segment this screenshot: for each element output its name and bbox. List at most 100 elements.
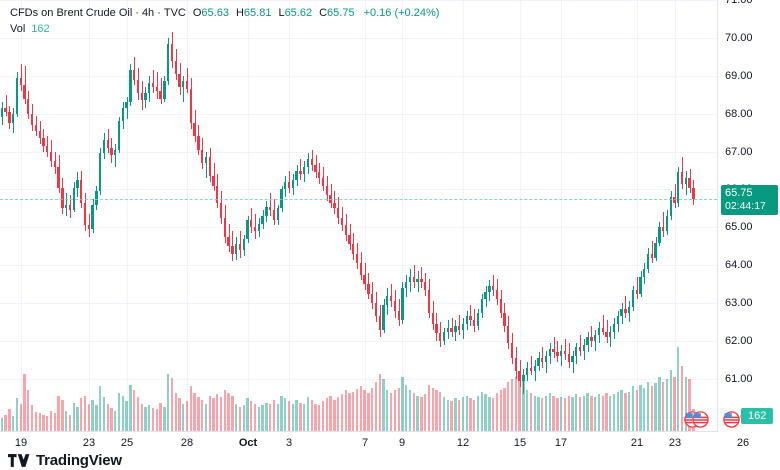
current-price-badge: 65.75 02:44:17	[721, 184, 778, 215]
candle-body	[344, 225, 347, 235]
volume-label: Vol	[10, 23, 26, 35]
candle-body	[227, 236, 230, 247]
candle-wick	[459, 314, 460, 336]
candle-body	[193, 123, 196, 137]
candle-body	[454, 325, 457, 332]
candle-body	[132, 70, 136, 80]
volume-bar	[15, 398, 19, 431]
candle-body	[510, 342, 514, 359]
candle-wick	[127, 96, 128, 120]
candle-body	[238, 244, 242, 251]
volume-bar	[484, 394, 487, 431]
volume-bar	[578, 397, 582, 431]
candle-body	[374, 303, 378, 317]
tradingview-wordmark: TradingView	[36, 452, 122, 469]
us-economic-event-marker[interactable]	[692, 411, 709, 428]
candle-body	[386, 295, 389, 306]
volume-bar	[650, 386, 654, 431]
open-label: O	[192, 7, 202, 19]
volume-bar	[507, 382, 510, 431]
volume-bar	[318, 405, 321, 431]
volume-bar	[269, 403, 272, 431]
candle-body	[431, 312, 434, 324]
candle-body	[586, 337, 589, 345]
candle-body	[80, 180, 83, 203]
volume-bar	[548, 392, 551, 431]
candle-wick	[421, 267, 422, 288]
volume-bar	[495, 392, 499, 431]
price-axis-tick: 67.00	[725, 145, 753, 158]
volume-bar	[382, 379, 385, 431]
candle-body	[650, 253, 654, 258]
candle-wick	[289, 170, 290, 194]
time-axis[interactable]: 19 23 25 28 Oct 3 7 9 12 15 17 21 23 26	[0, 433, 749, 453]
volume-bar	[80, 398, 83, 431]
volume-bar	[590, 395, 593, 431]
candle-body	[250, 219, 253, 228]
candle-body	[469, 316, 472, 321]
price-axis[interactable]: 65.75 02:44:17 162 71.00 70.00 69.00 68.00 6…	[719, 0, 780, 432]
volume-bar	[125, 401, 128, 431]
candle-body	[121, 108, 124, 122]
volume-bar	[344, 390, 347, 431]
volume-bar	[193, 392, 196, 431]
volume-bar	[303, 403, 306, 431]
candle-body	[276, 208, 279, 220]
chart-legend: CFDs on Brent Crude Oil · 4h · TVC O 65.…	[10, 6, 439, 37]
candle-body	[457, 325, 461, 330]
candle-wick	[573, 350, 574, 374]
candle-body	[628, 306, 631, 313]
candle-body	[57, 166, 60, 188]
volume-bar	[461, 397, 465, 431]
candle-body	[563, 350, 567, 355]
us-economic-event-marker[interactable]	[723, 411, 740, 428]
candle-body	[616, 316, 619, 324]
volume-bar	[533, 395, 536, 431]
candle-body	[393, 301, 397, 311]
time-axis-tick: Oct	[238, 437, 258, 449]
time-axis-tick: 19	[14, 437, 28, 449]
candle-body	[34, 125, 38, 131]
candle-body	[318, 172, 321, 179]
candle-wick	[6, 94, 7, 116]
candle-body	[148, 83, 151, 93]
volume-bar	[238, 406, 242, 431]
volume-bar	[405, 384, 408, 431]
volume-bar	[348, 392, 351, 431]
volume-bar	[114, 410, 117, 431]
candle-body	[548, 348, 551, 357]
volume-bar	[276, 403, 279, 431]
candle-body	[669, 197, 672, 216]
chart-plot-area[interactable]	[0, 0, 718, 432]
candle-body	[87, 225, 90, 230]
volume-bar	[287, 401, 291, 431]
candle-body	[166, 43, 170, 82]
candle-body	[337, 208, 340, 218]
candle-wick	[115, 144, 116, 167]
time-axis-tick: 7	[361, 437, 369, 449]
candle-body	[529, 367, 533, 372]
candle-body	[533, 365, 536, 372]
candle-body	[155, 87, 158, 91]
volume-bar	[250, 401, 253, 431]
volume-bar	[185, 401, 189, 431]
volume-bar	[272, 399, 276, 431]
volume-bar	[673, 376, 676, 431]
volume-bar	[34, 412, 38, 431]
candle-body	[216, 185, 219, 203]
candle-body	[321, 178, 325, 186]
price-axis-tick: 65.00	[725, 221, 753, 234]
chart-interval[interactable]: 4h	[141, 7, 155, 19]
symbol-name[interactable]: CFDs on Brent Crude Oil	[10, 7, 133, 19]
candle-wick	[603, 314, 604, 336]
candle-body	[635, 289, 638, 294]
candle-body	[106, 140, 109, 148]
time-axis-tick: 26	[736, 437, 750, 449]
candle-body	[0, 108, 4, 118]
candle-body	[235, 244, 238, 254]
candle-wick	[470, 305, 471, 326]
volume-bar	[144, 406, 147, 431]
volume-bar	[473, 399, 476, 431]
time-axis-tick: 23	[668, 437, 682, 449]
